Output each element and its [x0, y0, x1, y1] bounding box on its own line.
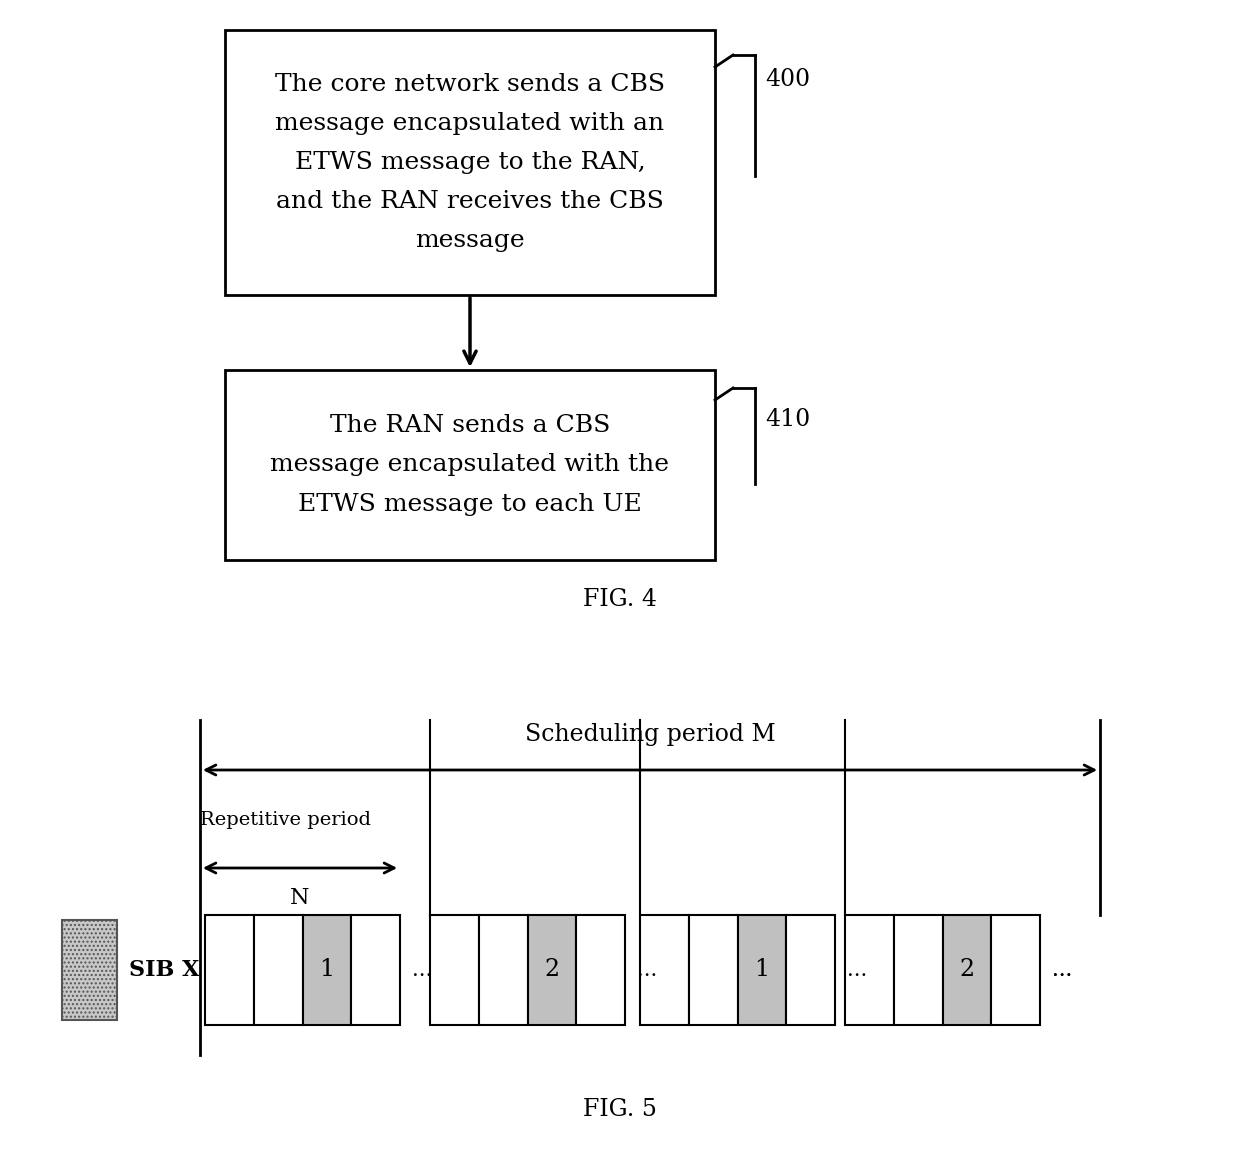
Text: The RAN sends a CBS
message encapsulated with the
ETWS message to each UE: The RAN sends a CBS message encapsulated… [270, 414, 670, 516]
Bar [786, 915, 835, 1025]
Bar [688, 915, 738, 1025]
Text: 2: 2 [544, 958, 559, 981]
Bar [224, 30, 715, 295]
Text: 2: 2 [960, 958, 975, 981]
Text: ...: ... [1052, 960, 1073, 980]
Bar [430, 915, 479, 1025]
Bar [640, 915, 688, 1025]
Bar [303, 915, 351, 1025]
Text: N: N [290, 887, 310, 909]
Text: ...: ... [637, 960, 657, 980]
Text: FIG. 4: FIG. 4 [583, 589, 657, 612]
Text: Scheduling period M: Scheduling period M [525, 723, 775, 746]
Bar [991, 915, 1040, 1025]
Bar [942, 915, 991, 1025]
Text: 410: 410 [765, 408, 810, 432]
Bar [844, 915, 894, 1025]
Text: 400: 400 [765, 68, 810, 91]
Text: 1: 1 [320, 958, 335, 981]
Bar [479, 915, 527, 1025]
Text: FIG. 5: FIG. 5 [583, 1098, 657, 1121]
Bar [205, 915, 254, 1025]
Bar [527, 915, 577, 1025]
Bar [577, 915, 625, 1025]
Text: ...: ... [412, 960, 433, 980]
Bar [738, 915, 786, 1025]
Bar [62, 920, 117, 1020]
Bar [224, 370, 715, 560]
Text: 1: 1 [754, 958, 770, 981]
Text: ...: ... [1052, 960, 1073, 980]
Text: The core network sends a CBS
message encapsulated with an
ETWS message to the RA: The core network sends a CBS message enc… [275, 73, 665, 252]
Bar [254, 915, 303, 1025]
Text: ...: ... [847, 960, 867, 980]
Text: SIB X: SIB X [129, 959, 200, 981]
Bar [894, 915, 942, 1025]
Bar [351, 915, 401, 1025]
Text: Repetitive period: Repetitive period [200, 811, 371, 830]
